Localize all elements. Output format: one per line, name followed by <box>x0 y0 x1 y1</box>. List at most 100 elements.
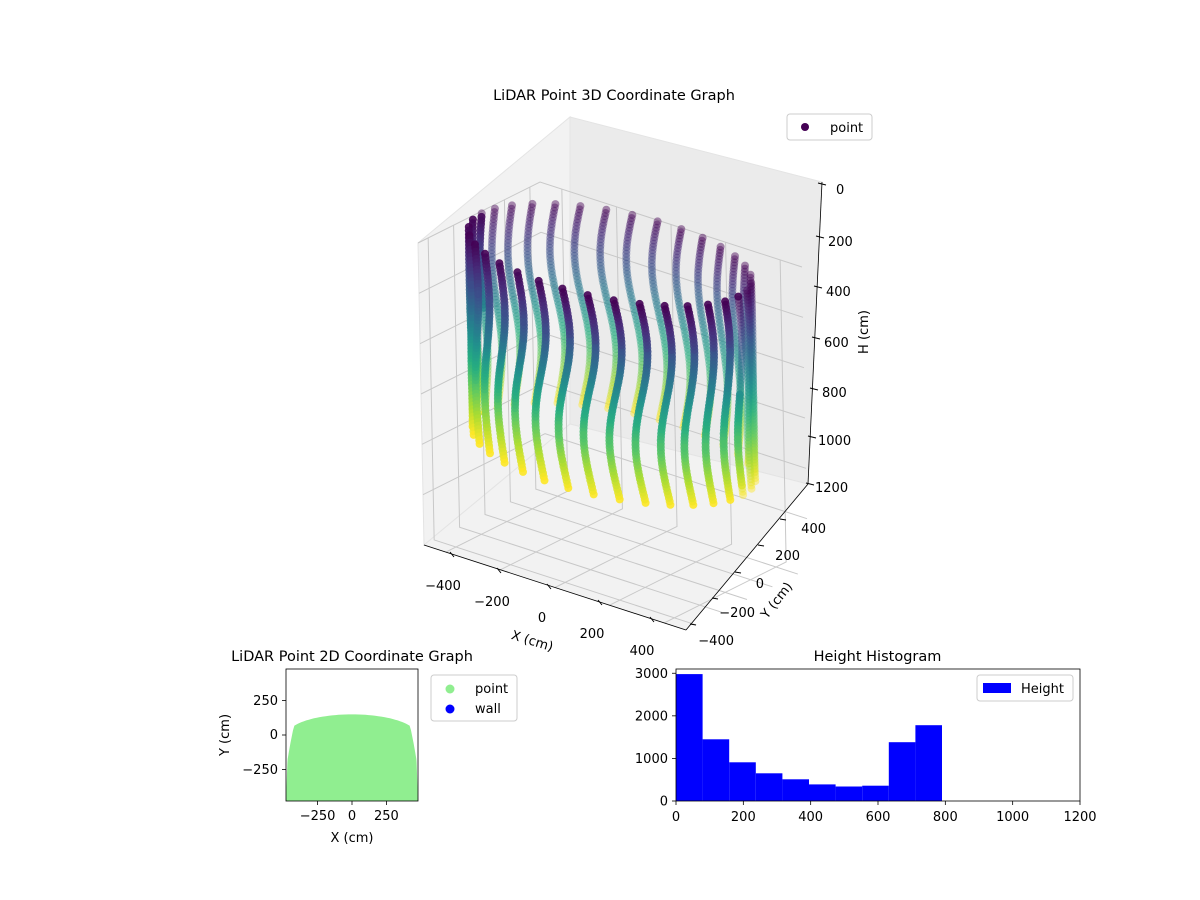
point-marker <box>551 287 560 296</box>
point-marker <box>605 436 614 445</box>
point-marker <box>603 296 612 305</box>
point-marker <box>747 301 756 310</box>
point-marker <box>581 310 590 319</box>
point-marker <box>607 314 616 323</box>
point-marker <box>505 222 514 230</box>
y-tick-label: 2000 <box>635 709 668 724</box>
point-marker <box>702 338 711 347</box>
point-marker <box>728 283 737 292</box>
point-marker <box>622 249 631 258</box>
point-marker <box>491 292 500 301</box>
point-marker <box>728 293 737 302</box>
point-marker <box>611 338 620 347</box>
point-marker <box>528 284 536 293</box>
point-marker <box>694 265 703 274</box>
point-marker <box>505 266 513 274</box>
point-marker <box>696 249 704 258</box>
point-marker <box>622 266 631 275</box>
point-marker <box>745 431 754 440</box>
point-marker <box>745 335 754 344</box>
point-marker <box>626 291 635 300</box>
point-marker <box>746 315 755 324</box>
point-marker <box>740 280 749 289</box>
point-marker <box>597 231 606 240</box>
point-marker <box>648 252 657 261</box>
point-marker <box>729 267 738 276</box>
point-marker <box>695 252 704 261</box>
point-marker <box>622 263 631 272</box>
point-marker <box>513 315 522 324</box>
point-marker <box>748 355 757 364</box>
point-marker <box>625 223 634 232</box>
point-marker <box>737 358 746 367</box>
point-marker <box>628 298 637 307</box>
point-marker <box>599 279 608 288</box>
point-marker <box>747 336 756 345</box>
point-marker <box>746 276 755 285</box>
point-marker <box>744 446 753 455</box>
point-marker <box>627 294 636 303</box>
point-marker <box>507 282 516 291</box>
point-marker <box>750 461 759 470</box>
legend-label-point: point <box>475 682 508 697</box>
point-marker <box>672 280 681 289</box>
point-marker <box>648 269 657 278</box>
point-marker <box>625 226 633 235</box>
point-marker <box>674 297 683 306</box>
point-marker <box>746 312 755 321</box>
point-marker <box>609 296 618 305</box>
point-marker <box>526 274 535 283</box>
legend-3d: point <box>786 113 873 141</box>
point-marker <box>531 301 540 309</box>
point-marker <box>749 411 758 420</box>
point-marker <box>740 270 749 279</box>
point-marker <box>697 239 706 248</box>
point-marker <box>745 428 754 437</box>
point-marker <box>713 274 722 283</box>
point-marker <box>503 242 512 251</box>
point-marker <box>596 251 605 260</box>
point-marker <box>747 291 756 300</box>
point-marker <box>546 237 555 245</box>
point-marker <box>676 305 685 313</box>
point-marker <box>658 326 667 335</box>
point-marker <box>500 458 509 467</box>
point-marker <box>742 355 751 364</box>
point-marker <box>626 220 635 229</box>
point-marker <box>748 375 757 384</box>
z-tick-label: 400 <box>826 285 851 300</box>
point-marker <box>750 453 759 462</box>
point-marker <box>750 448 759 457</box>
point-marker <box>697 313 706 322</box>
point-marker <box>731 252 739 261</box>
point-marker <box>696 306 705 315</box>
point-marker <box>750 414 758 423</box>
point-marker <box>735 375 744 384</box>
point-marker <box>579 303 588 312</box>
y-tick-label: 1000 <box>635 752 668 767</box>
point-marker <box>745 447 753 456</box>
point-marker <box>713 271 722 279</box>
point-marker <box>748 317 757 326</box>
point-marker <box>746 270 755 279</box>
point-marker <box>676 308 685 317</box>
point-marker <box>489 218 498 227</box>
point-marker <box>512 309 521 317</box>
point-marker <box>673 247 682 256</box>
point-marker <box>683 341 692 349</box>
legend-2d: point wall <box>430 674 518 722</box>
point-marker <box>744 456 753 465</box>
point-marker <box>744 374 753 383</box>
point-marker <box>635 299 644 308</box>
point-marker <box>737 362 746 371</box>
point-marker <box>650 286 659 295</box>
point-marker <box>746 332 755 341</box>
point-marker <box>550 203 559 212</box>
z-ticks-3d: 0 200 400 600 800 1000 1200 H (cm) <box>805 182 872 496</box>
point-marker <box>487 252 496 261</box>
point-marker <box>745 391 754 400</box>
point-marker <box>745 355 754 364</box>
point-marker <box>736 315 745 324</box>
point-marker <box>546 240 554 249</box>
point-marker <box>745 352 754 361</box>
